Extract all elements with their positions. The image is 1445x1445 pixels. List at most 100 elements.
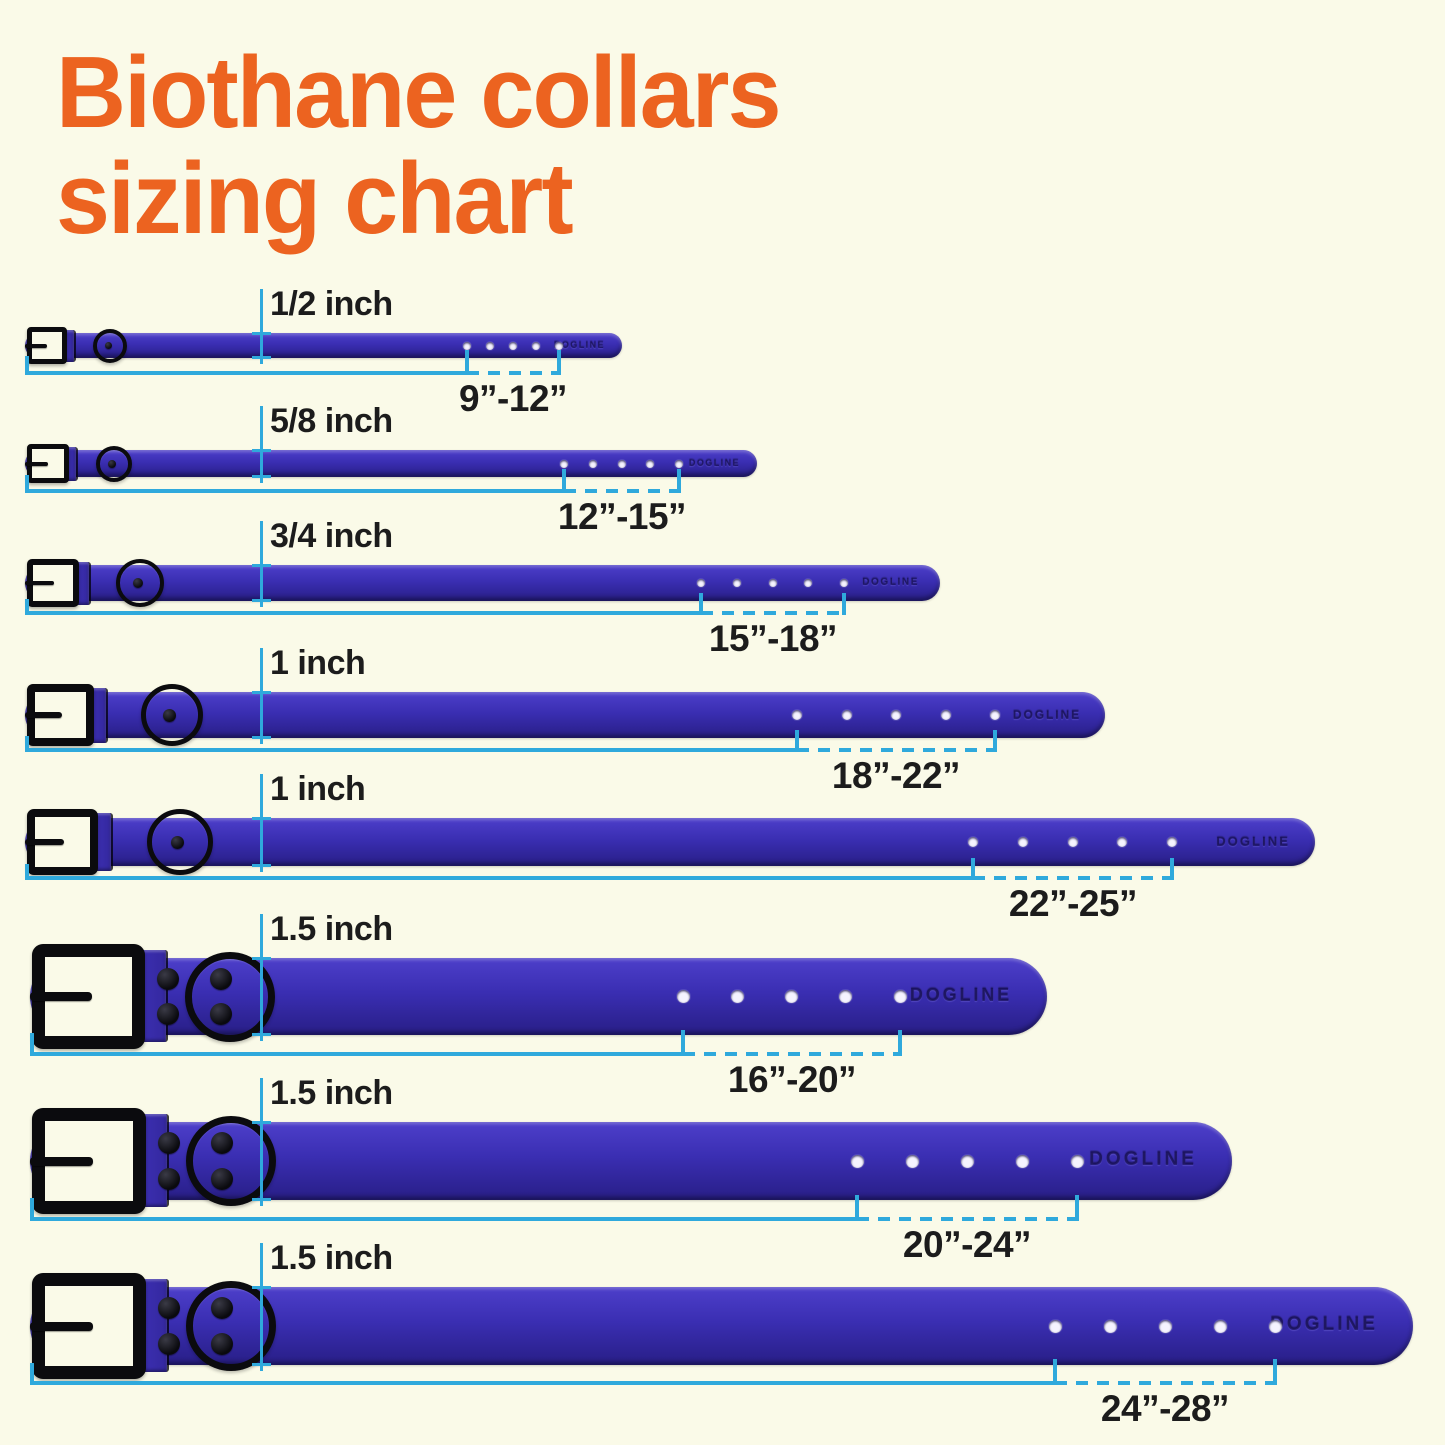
collar-strap <box>25 818 1315 866</box>
brand-embossing: DOGLINE <box>909 985 1012 1005</box>
buckle-prong-icon <box>30 992 92 1001</box>
rivet-icon <box>210 1003 232 1025</box>
rivet-icon <box>158 1333 180 1355</box>
rivet-icon <box>211 1333 233 1355</box>
buckle-prong-icon <box>25 712 62 718</box>
width-measure-tick-bottom <box>252 599 271 602</box>
strap-hole <box>675 460 683 468</box>
length-bracket-left <box>25 356 29 375</box>
brand-embossing: DOGLINE <box>1216 834 1290 849</box>
collar-strap <box>25 565 940 601</box>
brand-embossing: DOGLINE <box>688 458 740 468</box>
rivet-icon <box>158 1168 180 1190</box>
brand-embossing: DOGLINE <box>1089 1149 1197 1170</box>
strap-hole <box>733 579 741 587</box>
width-measure-line <box>260 914 263 1041</box>
length-tick-last-hole <box>993 730 997 752</box>
size-range-label: 20”-24” <box>902 1224 1032 1265</box>
length-line-solid <box>30 1381 1055 1385</box>
strap-hole <box>785 990 798 1003</box>
buckle-prong-icon <box>25 344 47 348</box>
strap-hole <box>769 579 777 587</box>
length-line-solid <box>30 1052 683 1056</box>
length-line-dashed <box>857 1217 1077 1221</box>
size-range-label: 16”-20” <box>727 1059 857 1100</box>
strap-hole <box>961 1155 974 1168</box>
strap-hole <box>906 1155 919 1168</box>
size-range-label: 18”-22” <box>831 755 961 796</box>
rivet-icon <box>157 968 179 990</box>
page-title-line1: Biothane collars <box>56 37 782 149</box>
length-tick-first-hole <box>795 730 799 752</box>
width-label: 1 inch <box>270 770 366 808</box>
length-bracket-left <box>25 475 29 493</box>
brand-embossing: DOGLINE <box>553 340 605 350</box>
strap-hole <box>968 837 978 847</box>
strap-hole <box>891 710 901 720</box>
length-line-dashed <box>797 748 995 752</box>
strap-hole <box>840 579 848 587</box>
length-line-dashed <box>564 489 679 493</box>
length-tick-first-hole <box>1053 1359 1057 1385</box>
length-tick-last-hole <box>557 350 561 375</box>
strap-hole <box>589 460 597 468</box>
width-measure-line <box>260 406 263 483</box>
d-ring-icon <box>147 809 213 875</box>
length-tick-first-hole <box>699 593 703 615</box>
length-tick-last-hole <box>677 469 681 493</box>
strap-hole <box>839 990 852 1003</box>
length-line-solid <box>25 748 797 752</box>
buckle-prong-icon <box>30 1157 93 1166</box>
width-measure-tick-bottom <box>252 356 271 359</box>
strap-hole <box>1214 1320 1227 1333</box>
length-line-dashed <box>701 611 844 615</box>
width-measure-tick-top <box>252 957 271 960</box>
width-label: 1 inch <box>270 644 366 682</box>
length-tick-last-hole <box>1075 1195 1079 1221</box>
size-range-label: 15”-18” <box>708 618 838 659</box>
page-title-line2: sizing chart <box>56 143 574 256</box>
width-label: 3/4 inch <box>270 517 393 555</box>
rivet-icon <box>158 1132 180 1154</box>
width-measure-tick-bottom <box>252 1198 271 1201</box>
length-bracket-left <box>25 736 29 752</box>
width-label: 1.5 inch <box>270 1239 393 1277</box>
length-line-solid <box>25 876 973 880</box>
length-line-dashed <box>467 371 559 375</box>
strap-hole <box>1049 1320 1062 1333</box>
strap-hole <box>677 990 690 1003</box>
rivet-icon <box>105 342 112 349</box>
length-tick-first-hole <box>855 1195 859 1221</box>
width-label: 1.5 inch <box>270 1074 393 1112</box>
length-line-dashed <box>1055 1381 1275 1385</box>
strap-hole <box>1016 1155 1029 1168</box>
strap-hole <box>990 710 1000 720</box>
rivet-icon <box>108 460 116 468</box>
strap-hole <box>894 990 907 1003</box>
length-bracket-left <box>25 599 29 615</box>
rivet-icon <box>171 836 184 849</box>
strap-hole <box>555 342 563 350</box>
strap-hole <box>1269 1320 1282 1333</box>
d-ring-icon <box>96 446 132 482</box>
size-range-label: 22”-25” <box>1008 883 1138 924</box>
collar-strap <box>25 692 1105 738</box>
width-measure-line <box>260 774 263 872</box>
width-measure-tick-top <box>252 564 271 567</box>
length-tick-first-hole <box>562 469 566 493</box>
width-measure-tick-top <box>252 332 271 335</box>
strap-hole <box>1071 1155 1084 1168</box>
rivet-icon <box>157 1003 179 1025</box>
strap-hole <box>1117 837 1127 847</box>
size-range-label: 24”-28” <box>1100 1388 1230 1429</box>
length-bracket-left <box>30 1363 34 1385</box>
width-measure-line <box>260 289 263 364</box>
width-label: 1/2 inch <box>270 285 393 323</box>
width-measure-tick-bottom <box>252 736 271 739</box>
collar-strap <box>25 450 757 477</box>
strap-hole <box>1068 837 1078 847</box>
strap-hole <box>1104 1320 1117 1333</box>
size-range-label: 12”-15” <box>557 496 687 537</box>
strap-hole <box>941 710 951 720</box>
